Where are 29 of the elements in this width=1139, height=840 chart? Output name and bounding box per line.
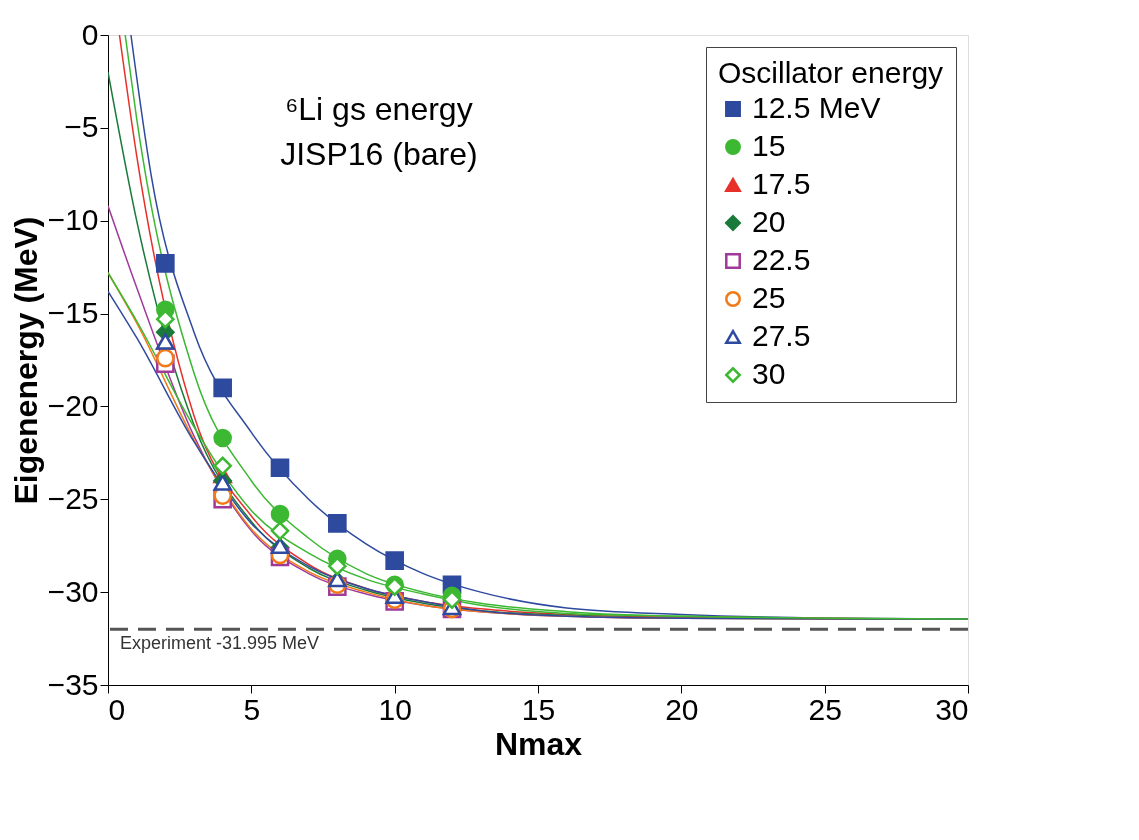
x-tick-label: 15: [521, 692, 556, 726]
x-tick-label: 30: [935, 692, 969, 726]
y-tick-label: 0: [81, 17, 99, 51]
y-tick-label: −35: [47, 667, 99, 701]
text: ⁶Li gs energy: [285, 91, 473, 127]
x-tick-label: 0: [108, 692, 126, 726]
legend-label: 27.5: [752, 319, 811, 352]
legend-title: Oscillator energy: [718, 56, 944, 89]
y-axis-title: Eigenenergy (MeV): [7, 216, 44, 505]
legend-label: 22.5: [752, 243, 811, 276]
legend-label: 12.5 MeV: [752, 91, 881, 124]
text: JISP16 (bare): [280, 136, 478, 172]
legend-label: 25: [752, 281, 786, 314]
y-tick-label: −25: [47, 481, 99, 515]
y-tick-label: −5: [64, 110, 99, 144]
legend-label: 20: [752, 205, 786, 238]
y-tick-label: −15: [47, 296, 99, 330]
x-tick-label: 20: [665, 692, 699, 726]
ref-line-label: Experiment -31.995 MeV: [120, 633, 320, 654]
legend-label: 30: [752, 357, 786, 390]
y-tick-label: −30: [47, 574, 99, 608]
x-tick-label: 5: [243, 692, 261, 726]
legend-label: 17.5: [752, 167, 811, 200]
legend-label: 15: [752, 129, 786, 162]
x-tick-label: 25: [808, 692, 842, 726]
y-tick-label: −10: [47, 203, 99, 237]
x-axis-title: Nmax: [494, 725, 583, 762]
x-tick-label: 10: [378, 692, 412, 726]
y-tick-label: −20: [47, 388, 99, 422]
